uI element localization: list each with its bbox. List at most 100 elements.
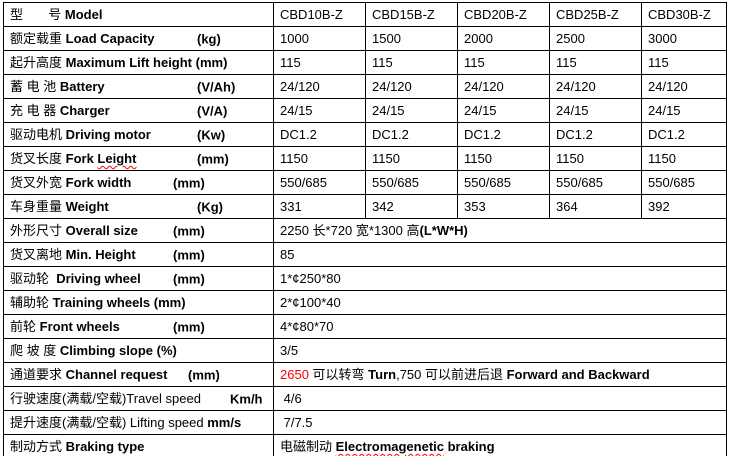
value-cell: 115 (457, 50, 550, 75)
merged-value-cell: 85 (273, 242, 727, 267)
value-segment: Forward and Backward (506, 367, 650, 382)
row-label-cell: 蓄 电 池 Battery (V/Ah) (3, 74, 274, 99)
row-label-unit: mm/s (207, 415, 242, 430)
merged-value-cell: 3/5 (273, 338, 727, 363)
value-cell: 24/15 (549, 98, 642, 123)
value-cell: CBD15B-Z (365, 2, 458, 27)
value-segment: Electromagenetic (335, 439, 444, 454)
value-cell: 1150 (365, 146, 458, 171)
value-cell: 24/15 (365, 98, 458, 123)
value-cell: 1500 (365, 26, 458, 51)
row-label-cn: 辅助轮 (10, 295, 53, 310)
row-label-cn: 制动方式 (10, 439, 66, 454)
value-cell: DC1.2 (365, 122, 458, 147)
spec-row: 型 号 Model CBD10B-Z CBD15B-Z CBD20B-Z CBD25B-… (3, 2, 727, 27)
value-cell: 550/685 (273, 170, 366, 195)
row-label-cell: 行驶速度(满载/空载)Travel speed Km/h (3, 386, 274, 411)
row-label-cn: 车身重量 (10, 199, 66, 214)
spec-row: 通道要求 Channel request (mm) 2650 可以转弯 Turn,7… (3, 362, 727, 387)
value-segment: 2250 长*720 宽*1300 高 (280, 223, 420, 238)
value-segment: 2*¢100*40 (280, 295, 341, 310)
spec-row: 驱动电机 Driving motor (Kw) DC1.2 DC1.2 DC1.2 DC1… (3, 122, 727, 147)
row-label-cn: 外形尺寸 (10, 223, 66, 238)
value-cell: 342 (365, 194, 458, 219)
value-cell: 1150 (641, 146, 727, 171)
row-label-en: Training wheels (52, 295, 154, 310)
row-label-en: Climbing slope (59, 343, 157, 358)
spec-row: 行驶速度(满载/空载)Travel speed Km/h 4/6 (3, 386, 727, 411)
value-cell: 24/120 (457, 74, 550, 99)
spec-row: 爬 坡 度 Climbing slope (%) 3/5 (3, 338, 727, 363)
row-label-en: Driving wheel (56, 271, 141, 286)
row-label-cn: 货叉外宽 (10, 175, 66, 190)
spec-row: 辅助轮 Training wheels (mm) 2*¢100*40 (3, 290, 727, 315)
row-label-cell: 货叉外宽 Fork width (mm) (3, 170, 274, 195)
spec-row: 起升高度 Maximum Lift height (mm) 115 115 115 11… (3, 50, 727, 75)
value-segment: 4/6 (280, 391, 302, 406)
row-label-unit: (mm) (173, 223, 205, 238)
row-label-unit: (mm) (173, 271, 205, 286)
row-label-cell: 通道要求 Channel request (mm) (3, 362, 274, 387)
row-label-en: Load Capacity (65, 31, 155, 46)
value-cell: DC1.2 (457, 122, 550, 147)
value-cell: 1150 (549, 146, 642, 171)
merged-value-cell: 2250 长*720 宽*1300 高(L*W*H) (273, 218, 727, 243)
value-cell: 24/15 (457, 98, 550, 123)
value-cell: 24/120 (641, 74, 727, 99)
row-label-unit: (mm) (173, 247, 205, 262)
merged-value-cell: 2650 可以转弯 Turn,750 可以前进后退 Forward and Ba… (273, 362, 727, 387)
value-cell: 24/15 (641, 98, 727, 123)
value-segment: 4*¢80*70 (280, 319, 334, 334)
row-label-cell: 起升高度 Maximum Lift height (mm) (3, 50, 274, 75)
value-cell: CBD10B-Z (273, 2, 366, 27)
value-segment: 2650 (280, 367, 309, 382)
row-label-en: Lifting speed (129, 415, 208, 430)
row-label-unit: (mm) (153, 295, 186, 310)
spec-row: 蓄 电 池 Battery (V/Ah) 24/120 24/120 24/120 24/… (3, 74, 727, 99)
value-cell: 550/685 (457, 170, 550, 195)
value-cell: CBD20B-Z (457, 2, 550, 27)
value-segment: 7/7.5 (280, 415, 313, 430)
spec-row: 额定载重 Load Capacity (kg) 1000 1500 2000 2500 30… (3, 26, 727, 51)
value-cell: DC1.2 (641, 122, 727, 147)
value-cell: 115 (365, 50, 458, 75)
merged-value-cell: 7/7.5 (273, 410, 727, 435)
row-label-cn: 型 号 (10, 7, 65, 22)
row-label-unit: (V/A) (197, 103, 228, 118)
row-label-en-misspelled: Leight (97, 151, 137, 166)
row-label-cn: 驱动电机 (10, 127, 66, 142)
value-cell: 115 (641, 50, 727, 75)
value-cell: 550/685 (549, 170, 642, 195)
value-cell: 364 (549, 194, 642, 219)
value-cell: DC1.2 (549, 122, 642, 147)
row-label-en: Model (64, 7, 103, 22)
row-label-en: Front wheels (39, 319, 120, 334)
value-segment: braking (444, 439, 495, 454)
row-label-cn: 前轮 (10, 319, 40, 334)
row-label-cn: 蓄 电 池 (10, 79, 60, 94)
row-label-cell: 前轮 Front wheels (mm) (3, 314, 274, 339)
row-label-cn: 充 电 器 (10, 103, 60, 118)
row-label-unit: (mm) (195, 55, 228, 70)
row-label-en: Weight (65, 199, 109, 214)
row-label-cn: 通道要求 (10, 367, 66, 382)
row-label-cell: 提升速度(满载/空载) Lifting speed mm/s (3, 410, 274, 435)
row-label-cell: 型 号 Model (3, 2, 274, 27)
value-cell: 2500 (549, 26, 642, 51)
row-label-unit: (Kg) (197, 199, 223, 214)
spec-row: 货叉离地 Min. Height (mm) 85 (3, 242, 727, 267)
value-cell: 1150 (273, 146, 366, 171)
spec-row: 提升速度(满载/空载) Lifting speed mm/s 7/7.5 (3, 410, 727, 435)
row-label-cell: 驱动轮 Driving wheel (mm) (3, 266, 274, 291)
row-label-unit: Km/h (230, 391, 263, 406)
row-label-unit: (%) (156, 343, 177, 358)
row-label-cn: 提升速度(满载/空载) (10, 415, 130, 430)
row-label-en: Charger (59, 103, 110, 118)
row-label-en: Fork (65, 151, 98, 166)
value-segment: 85 (280, 247, 295, 262)
value-segment: ,750 可以前进后退 (396, 367, 507, 382)
value-segment: 3/5 (280, 343, 299, 358)
row-label-cell: 爬 坡 度 Climbing slope (%) (3, 338, 274, 363)
row-label-cn: 驱动轮 (10, 271, 57, 286)
